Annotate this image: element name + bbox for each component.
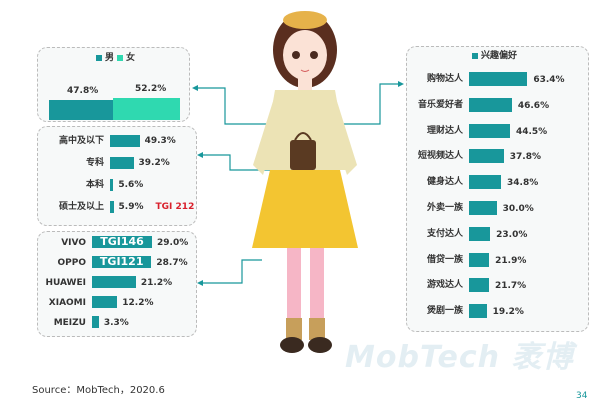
phone-value-label: 29.0% — [157, 238, 189, 248]
interest-bar — [469, 226, 491, 241]
legend-label: 女 — [126, 53, 136, 63]
interest-category: 健身达人 — [426, 177, 463, 188]
education-tgi-label: TGI 212 — [155, 202, 195, 212]
interest-legend: 兴趣偏好 — [472, 50, 517, 62]
education-category: 硕士及以上 — [58, 202, 104, 212]
interest-bar — [469, 304, 487, 319]
interest-value-label: 37.8% — [509, 152, 541, 163]
interest-bar — [469, 278, 489, 293]
education-value-label: 5.9% — [118, 202, 144, 212]
education-category: 本科 — [85, 180, 104, 190]
interest-category: 支付达人 — [426, 228, 463, 239]
interest-category: 游戏达人 — [426, 280, 463, 291]
phone-brand: HUAWEI — [45, 278, 86, 288]
interest-value-label: 23.0% — [496, 229, 528, 240]
phone-value-label: 12.2% — [122, 298, 154, 308]
gender-value-label: 47.8% — [67, 86, 99, 97]
education-value-label: 49.3% — [144, 136, 176, 146]
interest-value-label: 21.7% — [494, 281, 527, 292]
education-value-label: 5.6% — [118, 180, 144, 190]
interest-category: 借贷一族 — [426, 254, 463, 265]
interest-category: 短视频达人 — [417, 151, 463, 162]
interest-bar — [469, 149, 504, 164]
legend-swatch — [96, 55, 102, 61]
interest-category: 外卖一族 — [426, 203, 463, 213]
interest-bar — [469, 72, 528, 86]
phone-value-label: 28.7% — [156, 258, 188, 268]
interest-value-label: 19.2% — [492, 307, 524, 318]
education-category: 高中及以下 — [58, 136, 104, 146]
interest-value-label: 21.9% — [495, 255, 527, 266]
phone-brand: XIAOMI — [48, 298, 86, 308]
phone-value-label: 3.3% — [103, 318, 129, 328]
phone-bar — [92, 276, 136, 288]
interest-category: 煲剧一族 — [426, 306, 463, 317]
phone-bar — [92, 236, 153, 248]
interest-category: 音乐爱好者 — [417, 99, 463, 110]
interest-value-label: 44.5% — [515, 126, 548, 137]
connector-lines — [196, 83, 400, 284]
phone-tgi-label: TGI146 — [100, 235, 144, 248]
interest-value-label: 30.0% — [502, 204, 534, 214]
legend-label: 男 — [105, 53, 115, 63]
legend-label: 兴趣偏好 — [481, 51, 518, 61]
phone-value-label: 21.2% — [140, 278, 173, 288]
interest-bar — [469, 175, 502, 190]
page-number: 34 — [576, 391, 588, 401]
interest-value-label: 46.6% — [517, 100, 550, 111]
phone-bar — [92, 296, 118, 308]
interest-bar — [469, 97, 512, 112]
interest-value-label: 63.4% — [533, 75, 565, 85]
gender-bar — [49, 100, 113, 120]
gender-value-label: 52.2% — [135, 83, 167, 94]
interest-bar — [469, 252, 490, 267]
education-bar — [110, 201, 114, 213]
legend-swatch — [117, 55, 124, 61]
interest-category: 购物达人 — [426, 74, 463, 84]
legend-swatch — [472, 53, 478, 59]
phone-tgi-label: TGI121 — [99, 255, 144, 268]
interest-category: 理财达人 — [426, 125, 463, 136]
interest-bar — [469, 201, 497, 215]
education-bar — [110, 179, 114, 191]
phone-bar — [92, 256, 152, 268]
interest-value-label: 34.8% — [507, 178, 539, 189]
source-text: Source：MobTech，2020.6 — [32, 385, 165, 396]
phone-brand: OPPO — [57, 258, 87, 268]
phone-bar — [92, 316, 99, 328]
education-value-label: 39.2% — [138, 158, 170, 168]
watermark: MobTech 袤博 — [345, 340, 574, 375]
education-category: 专科 — [85, 158, 104, 168]
gender-bar — [113, 97, 180, 120]
phone-brand: VIVO — [61, 238, 86, 248]
phone-brand: MEIZU — [53, 318, 86, 328]
gender-legend: 男女 — [96, 52, 135, 64]
interest-bar — [469, 123, 510, 138]
girl-illustration — [252, 11, 358, 353]
education-bar — [110, 135, 140, 147]
education-bar — [110, 157, 134, 169]
